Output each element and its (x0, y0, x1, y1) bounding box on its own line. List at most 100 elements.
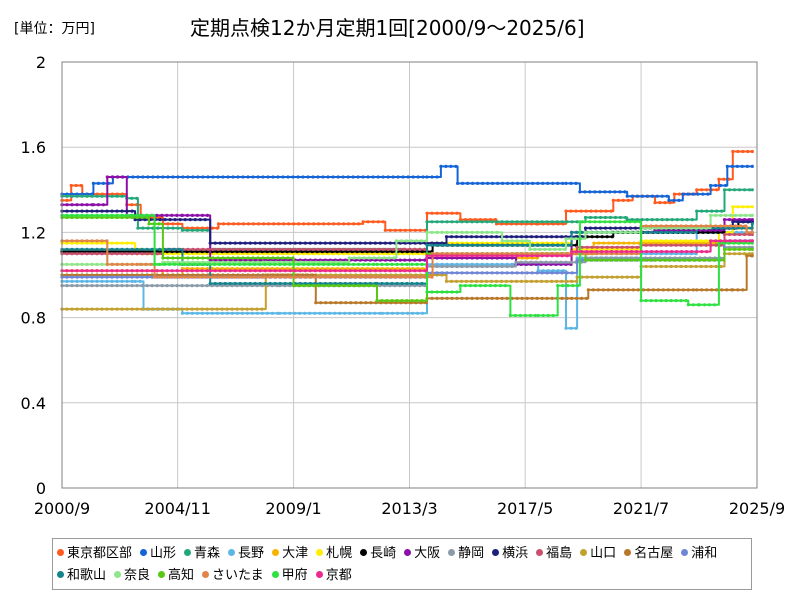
data-point (545, 220, 549, 224)
data-point (271, 256, 275, 260)
data-point (669, 224, 673, 228)
data-point (301, 175, 305, 179)
data-point (546, 181, 550, 185)
data-point (608, 220, 612, 224)
legend-marker-icon (316, 549, 324, 556)
data-point (480, 254, 484, 258)
data-point (298, 311, 302, 315)
data-point (195, 269, 199, 273)
data-point (450, 254, 454, 258)
data-point (722, 188, 727, 192)
data-point (734, 239, 738, 243)
data-point (163, 275, 167, 279)
data-point (694, 243, 698, 247)
data-point (125, 209, 129, 213)
data-point (191, 256, 195, 260)
data-point (739, 213, 743, 217)
data-point (440, 211, 444, 215)
data-point (603, 226, 608, 230)
data-point (318, 275, 322, 279)
data-point (505, 239, 509, 243)
data-point (130, 247, 134, 251)
data-point (65, 262, 69, 266)
data-point (378, 241, 382, 245)
data-point (525, 243, 529, 247)
data-point (246, 247, 250, 251)
data-point (166, 175, 170, 179)
data-point (473, 218, 477, 222)
data-point (714, 243, 718, 247)
data-point (731, 149, 735, 154)
data-point (565, 220, 569, 224)
data-point (559, 262, 563, 266)
data-point (240, 307, 244, 311)
data-point (479, 279, 484, 283)
data-point (352, 262, 356, 266)
data-point (372, 256, 376, 260)
data-point (253, 258, 257, 262)
data-point (545, 254, 549, 258)
data-point (231, 222, 236, 226)
data-point (750, 230, 754, 234)
legend-item: 長崎 (360, 543, 396, 564)
data-point (471, 181, 475, 185)
data-point (423, 247, 427, 251)
data-point (564, 181, 568, 185)
data-point (616, 198, 620, 202)
data-point (525, 296, 529, 300)
data-point (352, 222, 356, 226)
data-point (695, 288, 699, 292)
data-point (580, 258, 584, 262)
data-point (90, 241, 94, 245)
data-point (465, 220, 469, 224)
data-point (286, 175, 290, 179)
data-point (135, 284, 139, 288)
data-point (328, 275, 332, 279)
data-point (583, 215, 588, 220)
data-point (79, 183, 83, 188)
data-point (90, 275, 94, 279)
data-point (388, 284, 392, 288)
data-point (266, 175, 270, 179)
data-point (65, 252, 69, 256)
data-point (310, 267, 315, 271)
data-point (125, 284, 129, 288)
data-point (645, 194, 649, 198)
data-point (90, 247, 94, 251)
data-point (617, 241, 621, 245)
data-point (80, 284, 84, 288)
data-point (314, 260, 318, 264)
data-point (554, 262, 558, 266)
data-point (185, 213, 189, 217)
data-point (95, 284, 99, 288)
data-point (100, 307, 104, 311)
data-point (303, 275, 307, 279)
data-point (115, 194, 119, 198)
data-point (372, 262, 376, 266)
data-point (644, 239, 648, 243)
data-point (561, 243, 565, 247)
data-point (90, 262, 94, 266)
data-point (460, 271, 464, 275)
data-point (243, 262, 247, 266)
legend-label: 山形 (150, 546, 177, 561)
data-point (597, 241, 601, 245)
data-point (297, 284, 301, 288)
data-point (160, 307, 164, 311)
data-point (710, 288, 714, 292)
data-point (383, 284, 387, 288)
data-point (181, 175, 185, 179)
data-point (665, 250, 669, 254)
data-point (485, 264, 489, 269)
data-point (251, 256, 255, 260)
data-point (478, 218, 482, 222)
data-point (747, 188, 752, 192)
data-point (413, 284, 417, 288)
data-point (324, 260, 328, 264)
data-point (231, 175, 235, 179)
data-point (485, 243, 489, 247)
legend-marker-icon (624, 549, 632, 556)
data-point (536, 181, 540, 185)
data-point (206, 247, 210, 251)
